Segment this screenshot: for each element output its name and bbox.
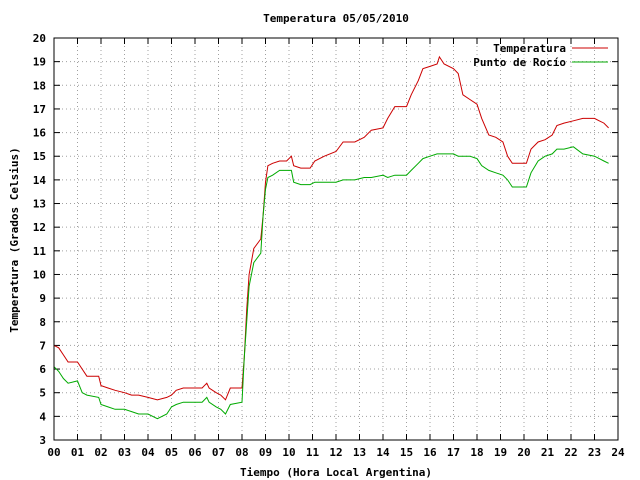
y-tick-label: 19 [33, 56, 46, 69]
y-tick-label: 17 [33, 103, 46, 116]
x-tick-label: 09 [259, 446, 272, 459]
x-tick-label: 22 [564, 446, 577, 459]
grid [54, 38, 618, 440]
plot-border [53, 37, 619, 441]
legend-label: Temperatura [493, 42, 566, 55]
x-tick-label: 14 [376, 446, 390, 459]
legend-label: Punto de Rocío [473, 56, 566, 69]
y-tick-label: 13 [33, 198, 46, 211]
x-tick-label: 20 [517, 446, 530, 459]
x-tick-label: 23 [588, 446, 601, 459]
y-tick-label: 3 [39, 434, 46, 447]
x-tick-label: 00 [47, 446, 60, 459]
x-tick-label: 03 [118, 446, 131, 459]
x-tick-label: 13 [353, 446, 366, 459]
y-tick-label: 11 [33, 245, 47, 258]
x-tick-label: 10 [282, 446, 295, 459]
series-lines [53, 55, 609, 420]
x-tick-label: 05 [165, 446, 178, 459]
y-tick-label: 4 [39, 410, 46, 423]
y-tick-label: 12 [33, 221, 46, 234]
y-tick-label: 6 [39, 363, 46, 376]
x-tick-label: 15 [400, 446, 413, 459]
x-tick-label: 11 [306, 446, 320, 459]
x-tick-label: 19 [494, 446, 507, 459]
x-tick-label: 12 [329, 446, 342, 459]
series-line-punto-de-rocio [53, 146, 609, 420]
x-tick-label: 08 [235, 446, 248, 459]
y-tick-label: 15 [33, 150, 46, 163]
x-tick-label: 17 [447, 446, 460, 459]
x-tick-label: 24 [611, 446, 625, 459]
x-tick-label: 02 [94, 446, 107, 459]
chart-title: Temperatura 05/05/2010 [263, 12, 409, 25]
y-tick-label: 16 [33, 127, 47, 140]
x-tick-label: 01 [71, 446, 85, 459]
series-line-temperatura [53, 55, 609, 401]
y-tick-label: 20 [33, 32, 46, 45]
y-axis-label: Temperatura (Grados Celsius) [8, 147, 21, 332]
x-axis-label: Tiempo (Hora Local Argentina) [240, 466, 432, 479]
y-tick-label: 8 [39, 316, 46, 329]
x-tick-label: 04 [141, 446, 155, 459]
y-tick-label: 18 [33, 79, 46, 92]
y-tick-label: 14 [33, 174, 47, 187]
x-tick-label: 16 [423, 446, 437, 459]
y-tick-label: 5 [39, 387, 46, 400]
y-tick-label: 9 [39, 292, 46, 305]
x-tick-label: 06 [188, 446, 202, 459]
axis-ticks: 00 01 02 03 04 05 06 07 08 09 10 11 12 13 14 15 16 17 18 19… [33, 32, 625, 459]
x-tick-label: 18 [470, 446, 483, 459]
x-tick-label: 07 [212, 446, 225, 459]
x-tick-label: 21 [541, 446, 555, 459]
y-tick-label: 7 [39, 339, 46, 352]
y-tick-label: 10 [33, 268, 46, 281]
